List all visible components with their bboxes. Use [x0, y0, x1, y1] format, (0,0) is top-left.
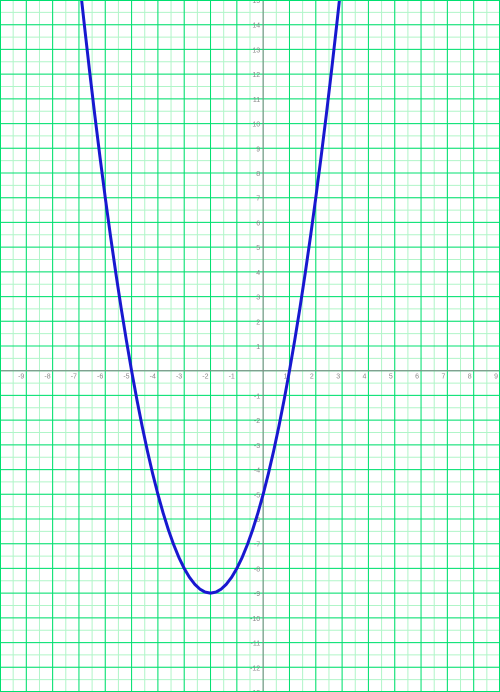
x-tick-label: -9: [18, 374, 24, 381]
x-tick-label: -1: [229, 374, 235, 381]
y-tick-label: -10: [250, 616, 260, 623]
x-tick-label: 9: [494, 374, 498, 381]
x-tick-label: 5: [389, 374, 393, 381]
y-tick-label: 1: [256, 344, 260, 351]
y-tick-label: 4: [256, 270, 260, 277]
x-tick-label: 3: [336, 374, 340, 381]
x-tick-label: 6: [415, 374, 419, 381]
y-tick-label: 6: [256, 220, 260, 227]
y-tick-label: -12: [250, 665, 260, 672]
y-tick-label: -4: [254, 468, 260, 475]
y-tick-label: 9: [256, 146, 260, 153]
y-tick-label: 14: [252, 23, 260, 30]
chart-container: -10-9-8-7-6-5-4-3-2-1123456789-13-12-11-…: [0, 0, 500, 692]
x-tick-label: 8: [468, 374, 472, 381]
x-tick-label: -4: [150, 374, 156, 381]
x-tick-label: -5: [123, 374, 129, 381]
y-tick-label: -8: [254, 566, 260, 573]
x-tick-label: -8: [44, 374, 50, 381]
y-tick-label: -2: [254, 418, 260, 425]
parabola-chart: -10-9-8-7-6-5-4-3-2-1123456789-13-12-11-…: [0, 0, 500, 692]
y-tick-label: -9: [254, 591, 260, 598]
x-tick-label: -2: [202, 374, 208, 381]
y-tick-label: 7: [256, 196, 260, 203]
x-tick-label: 7: [441, 374, 445, 381]
y-tick-label: -1: [254, 393, 260, 400]
y-tick-label: -11: [251, 641, 261, 648]
y-tick-label: 10: [252, 122, 260, 129]
x-tick-label: -7: [71, 374, 77, 381]
y-tick-label: 5: [256, 245, 260, 252]
y-tick-label: 2: [256, 319, 260, 326]
x-tick-label: -3: [176, 374, 182, 381]
y-tick-label: 3: [256, 295, 260, 302]
x-tick-label: 2: [310, 374, 314, 381]
x-tick-label: -6: [97, 374, 103, 381]
y-tick-label: 13: [252, 47, 260, 54]
y-tick-label: 12: [252, 72, 260, 79]
x-tick-label: 4: [363, 374, 367, 381]
y-tick-label: -3: [254, 443, 260, 450]
y-tick-label: 8: [256, 171, 260, 178]
y-tick-label: -7: [254, 542, 260, 549]
y-tick-label: 11: [253, 97, 260, 104]
y-tick-label: -5: [254, 492, 260, 499]
